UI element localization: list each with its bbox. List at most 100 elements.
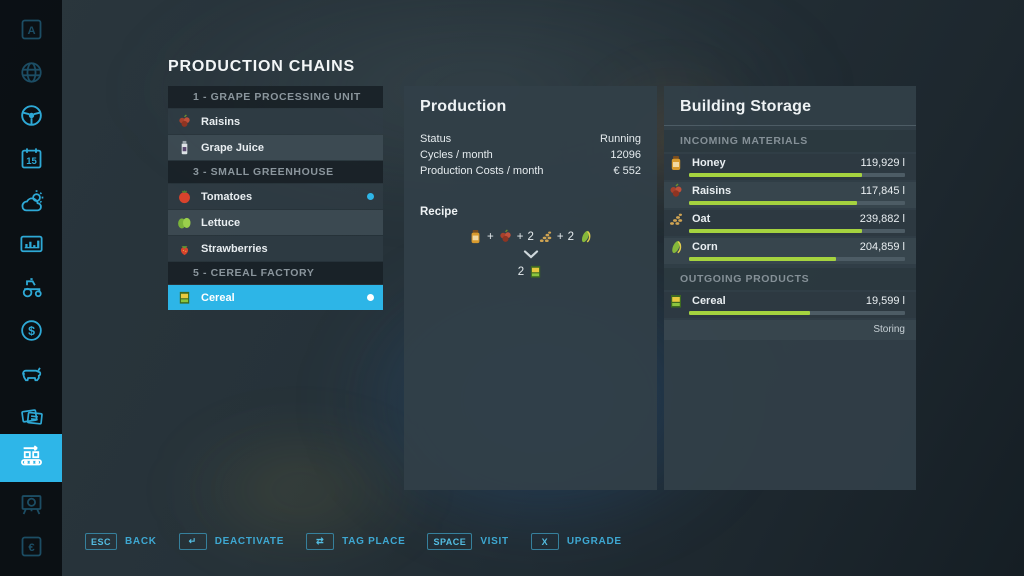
- chain-section-header: 3 - SMALL GREENHOUSE: [168, 161, 383, 183]
- storage-row-content: Raisins 117,845 l: [668, 182, 905, 200]
- production-panel-title: Production: [420, 98, 507, 115]
- chain-item-label: Tomatoes: [201, 190, 253, 203]
- svg-text:A: A: [27, 25, 35, 37]
- sidebar-item-weather[interactable]: [16, 189, 46, 219]
- corn-icon: [578, 229, 593, 244]
- hotbar-label: BACK: [125, 536, 157, 547]
- sidebar-item-animals[interactable]: [16, 361, 46, 391]
- building-storage-panel: Building Storage INCOMING MATERIALS Hone…: [664, 86, 916, 490]
- fill-level-bar-fill: [689, 201, 858, 205]
- corn-icon: [668, 239, 684, 255]
- statistics-icon: [18, 231, 45, 263]
- stat-value: 12096: [610, 149, 641, 161]
- hotbar-label: TAG PLACE: [342, 536, 406, 547]
- production-panel: Production Status Running Cycles / month 12…: [404, 86, 657, 490]
- hotbar-upgrade[interactable]: X UPGRADE: [530, 533, 622, 550]
- chain-item-grape-juice[interactable]: Grape Juice: [168, 135, 383, 160]
- contracts-icon: [18, 403, 45, 435]
- fill-level-bar: [689, 257, 905, 261]
- storage-row-content: Oat 239,882 l: [668, 210, 905, 228]
- cereal-icon: [528, 264, 543, 279]
- raisins-icon: [498, 229, 513, 244]
- hotbar-label: UPGRADE: [566, 536, 622, 547]
- storage-item-label: Oat: [692, 213, 711, 225]
- tractor-icon: [18, 274, 45, 306]
- outgoing-products-list: Cereal 19,599 l Storing: [664, 292, 916, 340]
- production-stats: Status Running Cycles / month 12096 Producti…: [420, 131, 641, 179]
- chain-item-lettuce[interactable]: Lettuce: [168, 210, 383, 235]
- storage-row-content: Cereal 19,599 l: [668, 292, 905, 310]
- chain-item-cereal[interactable]: Cereal: [168, 285, 383, 310]
- hotbar-tag-place[interactable]: ⇄ TAG PLACE: [306, 533, 405, 550]
- sidebar-item-e-key[interactable]: €: [16, 534, 46, 564]
- recipe-qty: 2: [527, 230, 534, 243]
- hotbar-deactivate[interactable]: ↵ DEACTIVATE: [178, 533, 285, 550]
- storage-row-cereal: Cereal 19,599 l: [664, 292, 916, 318]
- chain-item-label: Raisins: [201, 115, 241, 128]
- chain-section-header: 5 - CEREAL FACTORY: [168, 262, 383, 284]
- fill-level-bar: [689, 173, 905, 177]
- prices-board-icon: [18, 491, 45, 523]
- hotbar-visit[interactable]: SPACE VISIT: [427, 533, 508, 550]
- chain-section-header: 1 - GRAPE PROCESSING UNIT: [168, 86, 383, 108]
- chain-item-tomatoes[interactable]: Tomatoes: [168, 184, 383, 209]
- sidebar-item-statistics[interactable]: [16, 232, 46, 262]
- key-hint-: ⇄: [306, 533, 335, 550]
- calendar-icon: 15: [18, 145, 45, 177]
- oat-icon: [668, 211, 684, 227]
- animals-icon: [18, 360, 45, 392]
- storage-item-label: Honey: [692, 157, 726, 169]
- fill-level-bar: [689, 311, 905, 315]
- recipe-qty: 2: [567, 230, 574, 243]
- incoming-materials-list: Honey 119,929 l Raisins 117,845 l Oat 239,882…: [664, 154, 916, 264]
- active-indicator-dot: [367, 294, 374, 301]
- finances-icon: $: [18, 317, 45, 349]
- sidebar-item-calendar[interactable]: 15: [16, 146, 46, 176]
- storage-item-label: Raisins: [692, 185, 732, 197]
- sidebar-item-a-key[interactable]: A: [16, 17, 46, 47]
- fill-level-bar: [689, 201, 905, 205]
- svg-text:€: €: [28, 542, 35, 554]
- chain-item-strawberries[interactable]: Strawberries: [168, 236, 383, 261]
- chain-item-label: Grape Juice: [201, 141, 264, 154]
- key-hint-space: SPACE: [427, 533, 473, 550]
- chain-item-label: Lettuce: [201, 216, 241, 229]
- incoming-materials-header: INCOMING MATERIALS: [664, 130, 916, 152]
- storage-item-amount: 117,845 l: [860, 185, 905, 197]
- storage-status-text: Storing: [664, 320, 916, 340]
- sidebar-item-prices-board[interactable]: [16, 492, 46, 522]
- stat-label: Production Costs / month: [420, 165, 544, 177]
- sidebar-selected-highlight: [0, 434, 62, 482]
- globe-icon: [18, 59, 45, 91]
- building-storage-title: Building Storage: [680, 98, 812, 115]
- sidebar-item-tractor[interactable]: [16, 275, 46, 305]
- stat-label: Status: [420, 133, 452, 145]
- storage-row-content: Corn 204,859 l: [668, 238, 905, 256]
- oat-icon: [538, 229, 553, 244]
- storage-item-label: Cereal: [692, 295, 726, 307]
- production-stat-row: Cycles / month 12096: [420, 147, 641, 163]
- lettuce-icon: [177, 215, 192, 230]
- chain-item-label: Strawberries: [201, 242, 268, 255]
- hotbar-label: DEACTIVATE: [214, 536, 285, 547]
- grape-juice-icon: [177, 140, 192, 155]
- fill-level-bar: [689, 229, 905, 233]
- recipe-qty: 2: [517, 265, 525, 278]
- recipe-inputs: + +2 +2: [420, 229, 641, 244]
- stat-value: € 552: [613, 165, 641, 177]
- sidebar-item-production-chains[interactable]: [16, 443, 46, 473]
- sidebar-item-globe[interactable]: [16, 60, 46, 90]
- chain-item-raisins[interactable]: Raisins: [168, 109, 383, 134]
- storage-row-honey: Honey 119,929 l: [664, 154, 916, 180]
- honey-icon: [468, 229, 483, 244]
- hotbar-back[interactable]: ESC BACK: [85, 533, 157, 550]
- storage-row-corn: Corn 204,859 l: [664, 238, 916, 264]
- sidebar-item-contracts[interactable]: [16, 404, 46, 434]
- storage-item-amount: 239,882 l: [859, 213, 905, 225]
- sidebar-item-steering-wheel[interactable]: [16, 103, 46, 133]
- plus-separator: +: [556, 230, 564, 243]
- storage-item-amount: 119,929 l: [860, 157, 905, 169]
- sidebar-item-finances[interactable]: $: [16, 318, 46, 348]
- chain-item-label: Cereal: [201, 291, 235, 304]
